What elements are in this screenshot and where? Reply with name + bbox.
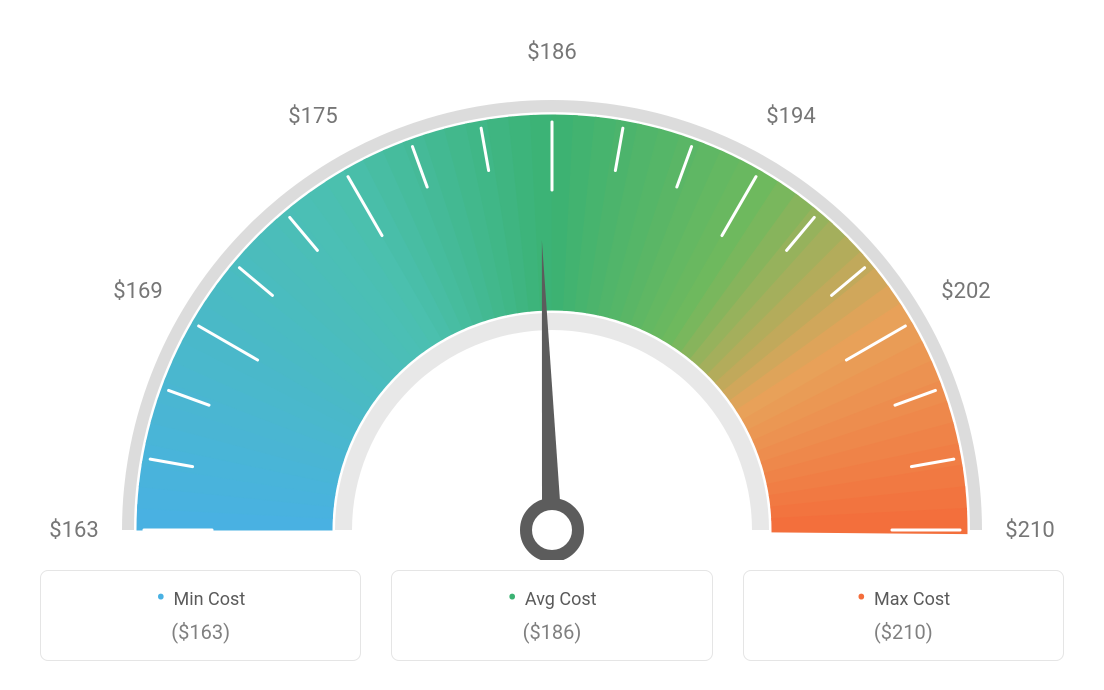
legend-row: Min Cost ($163) Avg Cost ($186) Max Cost… (0, 560, 1104, 661)
legend-card-min: Min Cost ($163) (40, 570, 361, 661)
legend-avg-value: ($186) (402, 620, 701, 644)
svg-text:$163: $163 (49, 518, 98, 543)
legend-min-value: ($163) (51, 620, 350, 644)
legend-min-label: Min Cost (51, 589, 350, 610)
svg-text:$194: $194 (766, 104, 815, 129)
legend-card-avg: Avg Cost ($186) (391, 570, 712, 661)
legend-max-label: Max Cost (754, 589, 1053, 610)
legend-card-max: Max Cost ($210) (743, 570, 1064, 661)
svg-text:$186: $186 (527, 40, 576, 65)
legend-avg-label: Avg Cost (402, 589, 701, 610)
svg-text:$202: $202 (941, 279, 990, 304)
cost-gauge: $163 $169 $175 $186 $194 $202 $210 (0, 0, 1104, 560)
gauge-svg: $163 $169 $175 $186 $194 $202 $210 (0, 0, 1104, 560)
svg-text:$169: $169 (113, 279, 162, 304)
legend-max-value: ($210) (754, 620, 1053, 644)
svg-text:$210: $210 (1005, 518, 1054, 543)
svg-text:$175: $175 (288, 104, 337, 129)
